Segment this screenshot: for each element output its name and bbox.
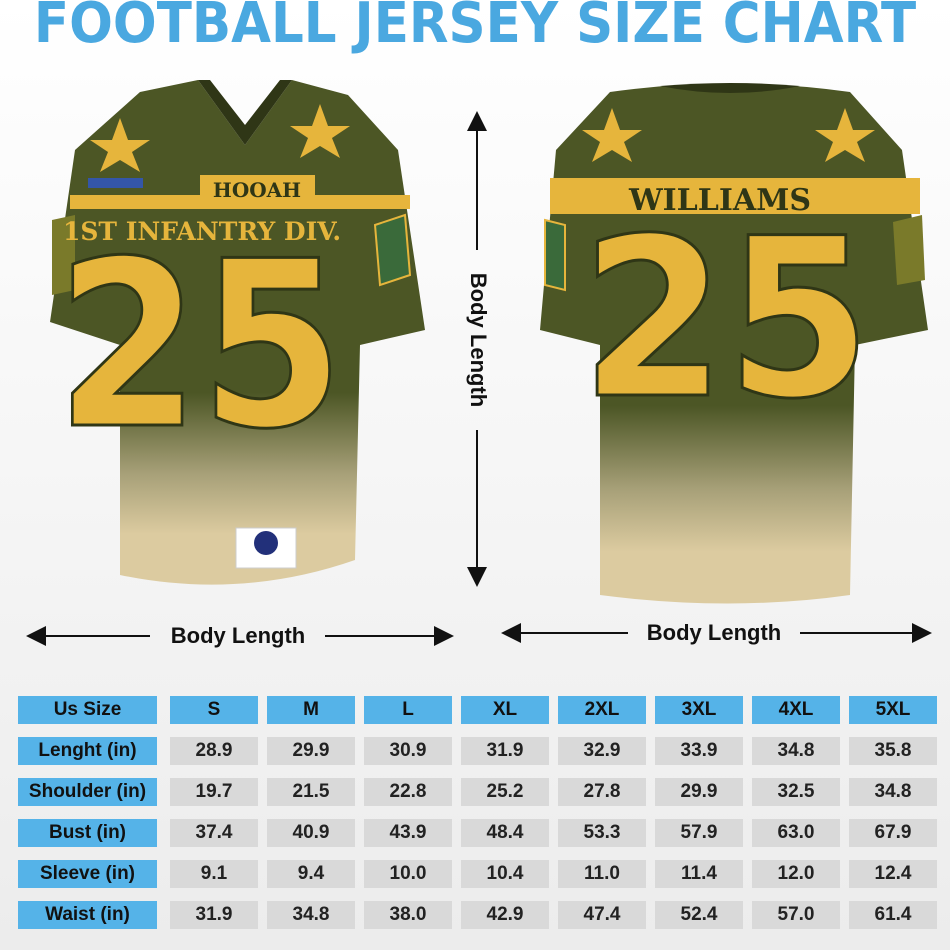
header-cell: L	[364, 696, 452, 724]
table-cell: 53.3	[558, 819, 646, 847]
table-cell: 67.9	[849, 819, 937, 847]
table-cell: 25.2	[461, 778, 549, 806]
table-cell: 31.9	[461, 737, 549, 765]
table-cell: 10.4	[461, 860, 549, 888]
table-cell: 47.4	[558, 901, 646, 929]
header-cell: 2XL	[558, 696, 646, 724]
table-cell: 63.0	[752, 819, 840, 847]
table-cell: 29.9	[655, 778, 743, 806]
table-cell: 22.8	[364, 778, 452, 806]
vertical-dimension-label: Body Length	[466, 273, 491, 407]
table-cell: 28.9	[170, 737, 258, 765]
table-cell: 10.0	[364, 860, 452, 888]
table-cell: 32.5	[752, 778, 840, 806]
table-cell: 19.7	[170, 778, 258, 806]
table-cell: 61.4	[849, 901, 937, 929]
header-cell: S	[170, 696, 258, 724]
table-cell: 11.4	[655, 860, 743, 888]
header-cell: 4XL	[752, 696, 840, 724]
table-cell: 40.9	[267, 819, 355, 847]
table-cell: 27.8	[558, 778, 646, 806]
table-cell: 32.9	[558, 737, 646, 765]
table-cell: 21.5	[267, 778, 355, 806]
row-label: Bust (in)	[18, 819, 157, 847]
table-cell: 31.9	[170, 901, 258, 929]
back-jersey: WILLIAMS 25	[540, 83, 928, 604]
table-cell: 12.0	[752, 860, 840, 888]
row-label: Waist (in)	[18, 901, 157, 929]
table-cell: 33.9	[655, 737, 743, 765]
front-number: 25	[56, 212, 344, 480]
header-cell: Us Size	[18, 696, 157, 724]
table-cell: 38.0	[364, 901, 452, 929]
row-label: Shoulder (in)	[18, 778, 157, 806]
title: FOOTBALL JERSEY SIZE CHART	[34, 0, 916, 56]
table-cell: 9.4	[267, 860, 355, 888]
row-label: Lenght (in)	[18, 737, 157, 765]
table-cell: 34.8	[752, 737, 840, 765]
table-cell: 48.4	[461, 819, 549, 847]
table-cell: 52.4	[655, 901, 743, 929]
table-cell: 30.9	[364, 737, 452, 765]
table-cell: 11.0	[558, 860, 646, 888]
front-unit: 1ST INFANTRY DIV.	[63, 217, 341, 246]
row-label: Sleeve (in)	[18, 860, 157, 888]
front-jersey: HOOAH 1ST INFANTRY DIV. 25	[50, 80, 425, 585]
header-cell: 3XL	[655, 696, 743, 724]
table-cell: 57.9	[655, 819, 743, 847]
back-name: WILLIAMS	[628, 183, 811, 218]
header-cell: XL	[461, 696, 549, 724]
table-cell: 12.4	[849, 860, 937, 888]
table-cell: 34.8	[849, 778, 937, 806]
table-cell: 35.8	[849, 737, 937, 765]
table-cell: 29.9	[267, 737, 355, 765]
table-cell: 42.9	[461, 901, 549, 929]
back-dimension-label: Body Length	[647, 620, 781, 645]
table-cell: 37.4	[170, 819, 258, 847]
table-cell: 34.8	[267, 901, 355, 929]
back-number: 25	[581, 191, 872, 447]
table-cell: 43.9	[364, 819, 452, 847]
artwork: FOOTBALL JERSEY SIZE CHART HOOAH 1ST INF…	[26, 0, 932, 648]
front-dimension-label: Body Length	[171, 623, 305, 648]
front-name-bar: HOOAH	[213, 178, 301, 202]
table-cell: 9.1	[170, 860, 258, 888]
header-cell: 5XL	[849, 696, 937, 724]
header-cell: M	[267, 696, 355, 724]
table-cell: 57.0	[752, 901, 840, 929]
